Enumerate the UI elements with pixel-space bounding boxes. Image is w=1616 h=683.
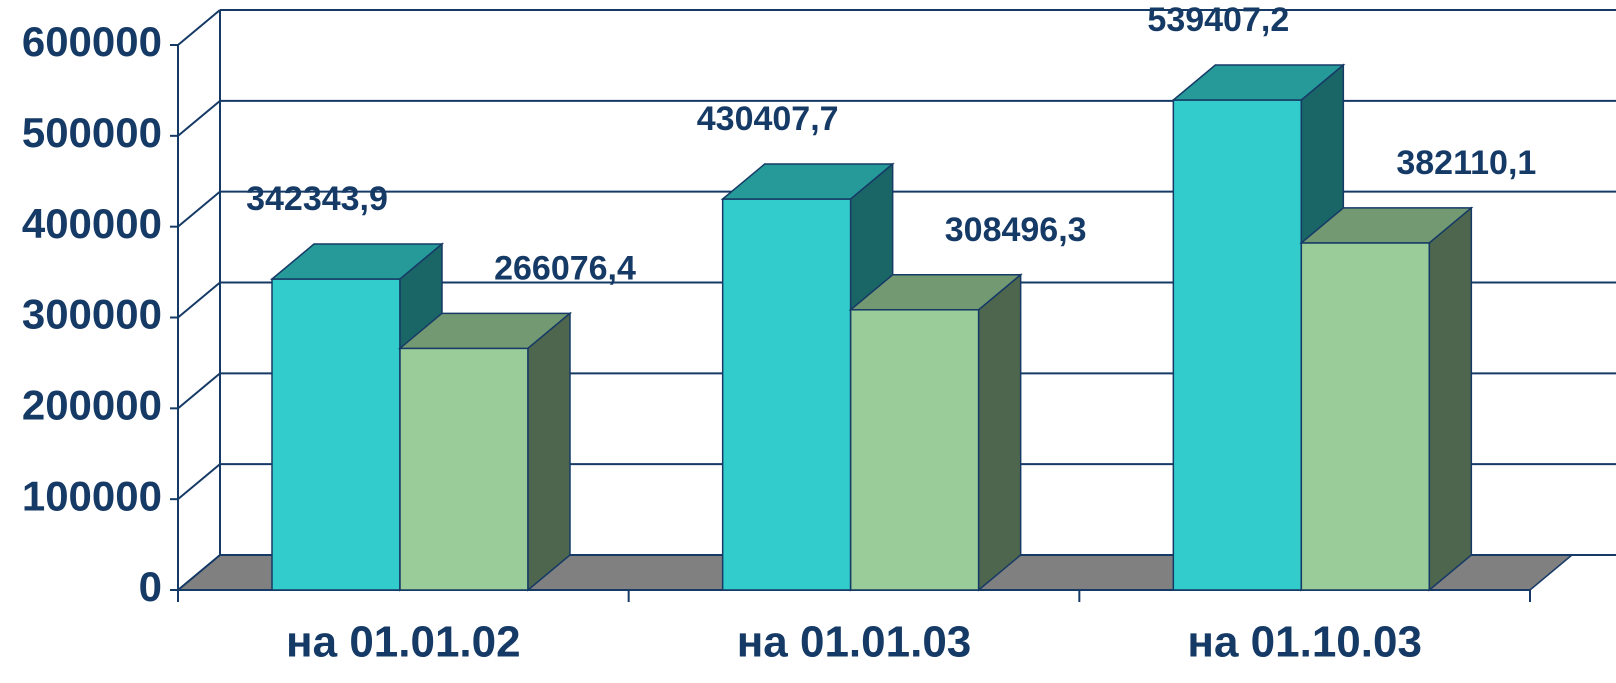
bar-front (721, 198, 852, 591)
y-tick-label: 600000 (22, 18, 162, 65)
bar-side (1428, 206, 1473, 592)
value-label: 382110,1 (1396, 144, 1536, 182)
value-label: 430407,7 (697, 100, 839, 138)
bar-front (849, 309, 980, 591)
y-tick-label: 300000 (22, 291, 162, 338)
bar-side (977, 273, 1022, 592)
grid-diagonal (177, 190, 221, 228)
x-tick-label: на 01.01.03 (737, 618, 972, 667)
bar-front (399, 347, 529, 591)
grid-diagonal (177, 554, 221, 591)
bar-front (271, 278, 401, 591)
grid-diagonal (177, 100, 221, 137)
x-tick-label: на 01.01.02 (286, 618, 521, 667)
y-tick-label: 500000 (22, 109, 162, 156)
value-label: 308496,3 (945, 211, 1087, 249)
bar-side (527, 311, 571, 592)
value-label: 539407,2 (1147, 1, 1289, 39)
y-tick-label: 400000 (22, 200, 162, 247)
y-tick-label: 0 (139, 563, 162, 610)
value-label: 266076,4 (494, 249, 636, 287)
grid-diagonal (177, 281, 221, 319)
bar-front (1300, 242, 1431, 591)
value-label: 342343,9 (246, 180, 388, 218)
grid-diagonal (177, 372, 221, 410)
y-tick-label: 200000 (22, 381, 162, 428)
grid-diagonal (177, 463, 221, 500)
x-tick-label: на 01.10.03 (1187, 618, 1422, 667)
bar-front (1172, 99, 1303, 591)
grid-diagonal (177, 9, 221, 46)
y-tick-label: 100000 (22, 472, 162, 519)
